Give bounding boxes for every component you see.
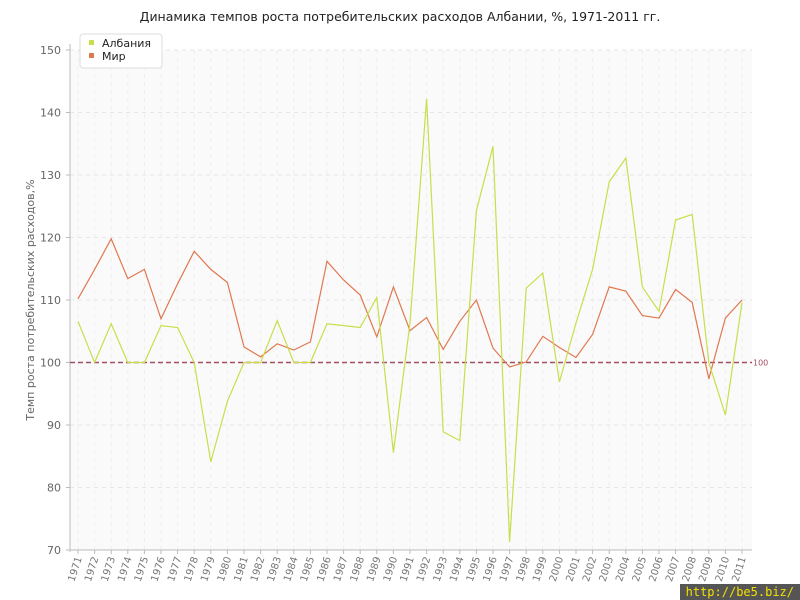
y-tick-label: 100 bbox=[40, 357, 61, 370]
x-tick-label: 1973 bbox=[100, 556, 118, 584]
y-tick-label: 150 bbox=[40, 44, 61, 57]
x-tick-label: 1977 bbox=[166, 556, 184, 584]
x-tick-label: 1990 bbox=[382, 556, 400, 584]
x-tick-label: 1994 bbox=[448, 556, 466, 584]
legend-swatch-albania bbox=[89, 40, 94, 45]
x-tick-label: 2001 bbox=[565, 556, 583, 584]
x-tick-label: 2011 bbox=[731, 556, 749, 584]
y-axis-label: Темп роста потребительских расходов,% bbox=[24, 179, 37, 421]
x-tick-label: 1975 bbox=[133, 556, 151, 584]
y-tick-label: 130 bbox=[40, 169, 61, 182]
x-tick-label: 1985 bbox=[299, 556, 317, 584]
legend-label-world: Мир bbox=[102, 50, 126, 63]
x-grid bbox=[77, 50, 743, 554]
y-tick-label: 120 bbox=[40, 232, 61, 245]
x-tick-label: 1974 bbox=[116, 556, 134, 584]
legend-label-albania: Албания bbox=[102, 37, 151, 50]
x-tick-label: 1995 bbox=[465, 556, 483, 584]
y-tick-label: 140 bbox=[40, 107, 61, 120]
y-tick-label: 80 bbox=[47, 482, 61, 495]
watermark-link[interactable]: http://be5.biz/ bbox=[679, 584, 800, 600]
x-tick-label: 2003 bbox=[598, 556, 616, 584]
x-tick-label: 1987 bbox=[332, 556, 350, 584]
x-tick-label: 1979 bbox=[199, 556, 217, 584]
x-tick-label: 2007 bbox=[664, 556, 682, 584]
x-tick-labels: 1971197219731974197519761977197819791980… bbox=[67, 556, 749, 584]
x-tick-label: 1999 bbox=[531, 556, 549, 584]
series-albania-line bbox=[77, 98, 743, 542]
x-tick-label: 1989 bbox=[365, 556, 383, 584]
x-tick-label: 1993 bbox=[432, 556, 450, 584]
reference-line-label: 100 bbox=[753, 359, 768, 368]
x-tick-label: 2009 bbox=[697, 556, 715, 584]
x-tick-label: 2004 bbox=[614, 556, 632, 584]
x-tick-label: 1978 bbox=[183, 556, 201, 584]
reference-line: 100 bbox=[70, 359, 768, 368]
series-world-line bbox=[77, 237, 743, 379]
x-tick-label: 1981 bbox=[233, 556, 251, 584]
x-tick-label: 1984 bbox=[282, 556, 300, 584]
x-tick-label: 1976 bbox=[150, 556, 168, 584]
x-tick-label: 1986 bbox=[316, 556, 334, 584]
x-tick-label: 2000 bbox=[548, 556, 566, 584]
x-tick-label: 1991 bbox=[399, 556, 417, 584]
x-tick-label: 2002 bbox=[581, 556, 599, 584]
x-tick-label: 1996 bbox=[482, 556, 500, 584]
y-tick-labels: 70 80 90 100 110 120 130 140 150 bbox=[40, 44, 61, 557]
series-lines bbox=[77, 98, 743, 542]
legend: Албания Мир bbox=[79, 33, 163, 69]
x-tick-label: 1971 bbox=[67, 556, 85, 584]
x-tick-label: 2006 bbox=[648, 556, 666, 584]
y-tick-label: 70 bbox=[47, 544, 61, 557]
x-tick-label: 2005 bbox=[631, 556, 649, 584]
x-tick-label: 1992 bbox=[415, 556, 433, 584]
y-tick-label: 110 bbox=[40, 294, 61, 307]
x-tick-label: 1983 bbox=[266, 556, 284, 584]
x-tick-label: 1982 bbox=[249, 556, 267, 584]
x-tick-label: 1997 bbox=[498, 556, 516, 584]
y-tick-label: 90 bbox=[47, 419, 61, 432]
x-tick-label: 1998 bbox=[515, 556, 533, 584]
chart-title: Динамика темпов роста потребительских ра… bbox=[139, 9, 661, 24]
x-tick-label: 1988 bbox=[349, 556, 367, 584]
legend-box bbox=[79, 33, 163, 69]
x-tick-label: 2008 bbox=[681, 556, 699, 584]
x-tick-label: 1980 bbox=[216, 556, 234, 584]
x-tick-label: 2010 bbox=[714, 556, 732, 584]
legend-swatch-world bbox=[89, 53, 94, 58]
x-tick-label: 1972 bbox=[83, 556, 101, 584]
